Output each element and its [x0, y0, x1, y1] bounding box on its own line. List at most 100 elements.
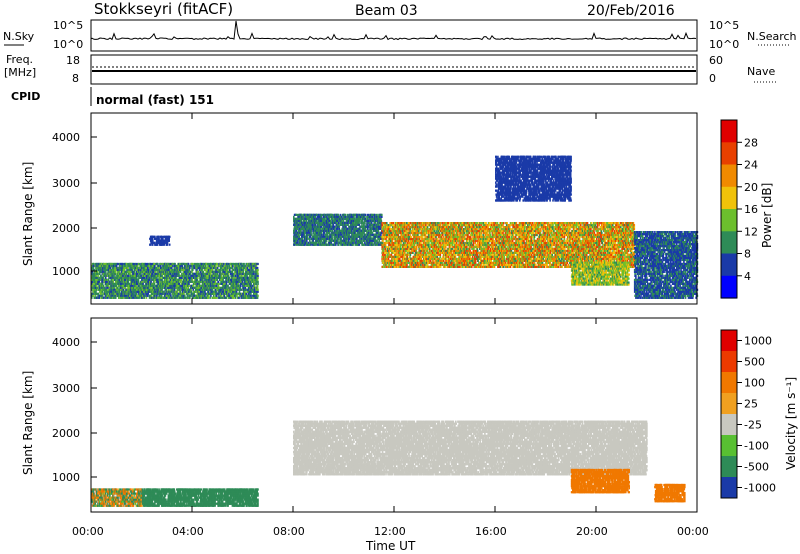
power-cell [145, 267, 147, 269]
power-cell [97, 277, 99, 279]
power-cell [146, 297, 148, 299]
power-cell [106, 289, 108, 291]
power-cell [115, 279, 117, 281]
power-cell [149, 279, 151, 281]
power-cell [96, 275, 98, 277]
power-cell [95, 291, 97, 293]
power-cell [150, 287, 152, 289]
cpid-panel: CPID normal (fast) 151 [11, 87, 214, 107]
power-cell [147, 295, 149, 297]
power-cell [146, 285, 148, 287]
power-cell [110, 267, 112, 269]
nsky-left-tick-top: 10^5 [53, 19, 83, 32]
power-cell [135, 269, 137, 271]
power-cell [107, 287, 109, 289]
power-cell [150, 281, 152, 283]
power-cell [115, 271, 117, 273]
power-cell [136, 285, 138, 287]
power-cell [138, 275, 140, 277]
power-cell [99, 281, 101, 283]
power-cell [92, 283, 94, 285]
power-cell [107, 293, 109, 295]
power-cell [152, 273, 154, 275]
power-cell [99, 297, 101, 299]
power-cell [97, 275, 99, 277]
power-cell [147, 267, 149, 269]
power-cell [139, 263, 141, 265]
power-cell [154, 295, 156, 297]
power-cell [132, 285, 134, 287]
nsearch-label: N.Search [747, 30, 797, 43]
power-cell [151, 295, 153, 297]
power-cell [113, 267, 115, 269]
power-cell [147, 293, 149, 295]
power-cell [123, 289, 125, 291]
freq-right-tick-bottom: 0 [709, 72, 716, 85]
power-cell [105, 271, 107, 273]
cpid-label: CPID [11, 90, 40, 103]
power-cell [113, 275, 115, 277]
power-cell [93, 267, 95, 269]
nsky-right-tick-bottom: 10^0 [709, 38, 739, 51]
beam-title: Beam 03 [355, 3, 418, 19]
power-cell [102, 271, 104, 273]
power-cell [139, 285, 141, 287]
power-cell [103, 297, 105, 299]
freq-label-bottom: [MHz] [4, 66, 36, 79]
power-cell [97, 271, 99, 273]
power-cell [136, 293, 138, 295]
power-cell [91, 285, 93, 287]
power-cell [119, 271, 121, 273]
power-cell [128, 275, 130, 277]
freq-left-tick-top: 18 [66, 54, 80, 67]
power-cell [136, 295, 138, 297]
power-cell [95, 295, 97, 297]
freq-label-top: Freq. [6, 53, 33, 66]
power-cell [141, 265, 143, 267]
power-cell [155, 271, 157, 273]
nsky-label: N.Sky [3, 30, 35, 43]
freq-left-tick-bottom: 8 [72, 72, 79, 85]
power-cell [102, 283, 104, 285]
freq-panel: Freq. [MHz] 18 8 60 0 Nave [4, 53, 776, 85]
power-cell [129, 273, 131, 275]
power-cell [142, 281, 144, 283]
power-cell [143, 293, 145, 295]
power-cell [133, 293, 135, 295]
power-cell [93, 263, 95, 265]
power-cell [105, 273, 107, 275]
power-cell [103, 285, 105, 287]
power-cell [129, 283, 131, 285]
power-cell [115, 273, 117, 275]
nsky-trace [91, 21, 696, 40]
freq-frame [91, 55, 697, 84]
power-cell [142, 279, 144, 281]
power-cell [123, 297, 125, 299]
power-cell [108, 285, 110, 287]
power-cell [117, 287, 119, 289]
power-cell [122, 271, 124, 273]
power-cell [119, 291, 121, 293]
power-cell [102, 281, 104, 283]
power-cell [137, 265, 139, 267]
power-cell [113, 281, 115, 283]
power-cell [101, 293, 103, 295]
power-cell [104, 287, 106, 289]
power-panel: Slant Range [km] 4000 3000 2000 1000 282… [21, 113, 774, 304]
power-cell [99, 273, 101, 275]
power-cell [112, 279, 114, 281]
power-cell [154, 283, 156, 285]
power-cell [105, 287, 107, 289]
power-cell [107, 297, 109, 299]
power-cell [113, 287, 115, 289]
power-cell [136, 277, 138, 279]
power-cell [96, 285, 98, 287]
site-title: Stokkseyri (fitACF) [94, 0, 233, 18]
power-cell [102, 291, 104, 293]
power-cell [125, 265, 127, 267]
power-cell [102, 295, 104, 297]
nsky-left-tick-bottom: 10^0 [53, 38, 83, 51]
power-cell [153, 285, 155, 287]
power-cell [124, 281, 126, 283]
freq-right-tick-top: 60 [709, 54, 723, 67]
